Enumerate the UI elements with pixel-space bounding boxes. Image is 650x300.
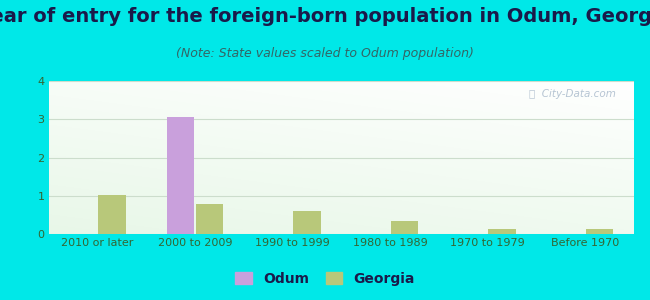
Bar — [99, 195, 126, 234]
Legend: Odum, Georgia: Odum, Georgia — [231, 268, 419, 290]
Bar — [196, 204, 224, 234]
Bar — [586, 230, 614, 234]
Text: ⓘ  City-Data.com: ⓘ City-Data.com — [529, 89, 616, 99]
Text: Year of entry for the foreign-born population in Odum, Georgia: Year of entry for the foreign-born popul… — [0, 8, 650, 26]
Bar — [489, 229, 516, 234]
Bar — [391, 220, 419, 234]
Bar — [166, 117, 194, 234]
Text: (Note: State values scaled to Odum population): (Note: State values scaled to Odum popul… — [176, 46, 474, 59]
Bar — [293, 211, 320, 234]
